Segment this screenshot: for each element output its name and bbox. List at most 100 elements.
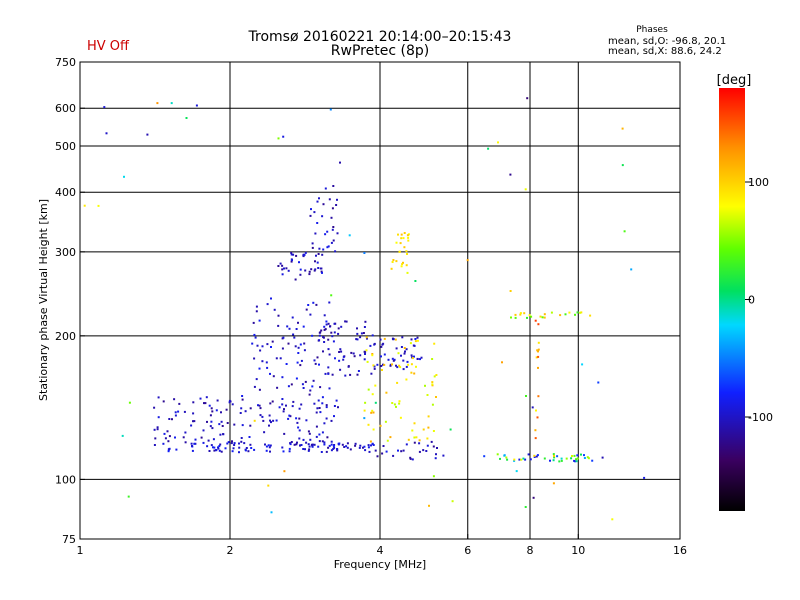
data-point (281, 446, 284, 449)
data-point (371, 353, 374, 355)
data-point (297, 352, 300, 354)
data-point (313, 269, 316, 272)
data-point (402, 261, 404, 264)
data-point (369, 440, 372, 443)
data-point (365, 336, 368, 339)
data-point (399, 416, 402, 419)
data-point (364, 320, 367, 323)
data-point (299, 444, 301, 447)
data-point (366, 337, 368, 340)
data-point (281, 268, 284, 271)
data-point (426, 394, 429, 396)
data-point (430, 440, 433, 443)
data-point (410, 338, 413, 341)
data-point (396, 366, 399, 369)
data-point (261, 415, 264, 418)
data-point (327, 366, 330, 369)
data-point (227, 441, 230, 444)
data-point (288, 450, 291, 453)
grid-lines (80, 62, 680, 539)
data-point (330, 294, 333, 297)
data-point (157, 416, 160, 419)
data-point (266, 366, 269, 369)
data-point (269, 372, 271, 375)
data-point (308, 432, 311, 435)
data-point (190, 424, 193, 427)
data-point (432, 475, 435, 478)
data-point (265, 449, 268, 452)
data-point (309, 438, 312, 441)
data-point (526, 97, 529, 100)
data-point (318, 334, 321, 337)
data-point (297, 426, 300, 429)
data-point (302, 325, 305, 328)
data-point (416, 339, 419, 342)
data-point (177, 410, 180, 413)
data-point (299, 273, 302, 276)
data-point (281, 347, 284, 350)
data-point (208, 404, 211, 407)
data-point (164, 437, 167, 440)
data-point (123, 175, 125, 178)
data-point (277, 137, 280, 140)
data-point (407, 363, 410, 366)
data-point (396, 381, 399, 384)
data-point (435, 396, 437, 398)
data-point (283, 408, 285, 411)
data-point (157, 396, 160, 399)
data-point (312, 301, 315, 304)
data-point (184, 431, 187, 434)
data-point (315, 411, 318, 414)
data-point (261, 360, 264, 363)
chart-subtitle: RwPretec (8p) (331, 43, 429, 59)
data-point (402, 359, 405, 362)
data-point (97, 204, 100, 207)
data-point (413, 436, 416, 439)
data-point (384, 420, 387, 423)
data-point (330, 419, 333, 422)
data-point (290, 441, 293, 443)
data-point (317, 445, 320, 448)
data-point (329, 325, 332, 328)
data-point (339, 368, 342, 371)
data-point (206, 420, 208, 423)
data-point (208, 450, 211, 452)
data-point (501, 361, 503, 364)
data-point (339, 348, 342, 351)
data-point (296, 421, 299, 424)
data-point (204, 402, 207, 405)
data-point (231, 450, 234, 453)
y-axis: 75 100 200 300 400 500 600 750 (55, 56, 85, 546)
data-point (314, 268, 317, 271)
data-point (231, 403, 234, 406)
data-point (289, 443, 292, 446)
data-point (248, 436, 251, 438)
phases-title: Phases (636, 25, 668, 35)
data-point (233, 442, 236, 445)
data-point (373, 342, 376, 345)
data-point (405, 250, 408, 253)
data-point (255, 310, 258, 313)
data-point (394, 338, 397, 341)
data-point (355, 338, 358, 341)
data-point (249, 424, 252, 427)
data-point (202, 429, 205, 432)
data-point (83, 204, 86, 207)
data-point (586, 456, 589, 459)
data-point (505, 456, 508, 459)
data-point (320, 329, 323, 332)
data-point (630, 268, 633, 271)
data-point (268, 424, 270, 427)
data-point (383, 353, 386, 356)
data-point (270, 297, 272, 300)
data-point (295, 417, 298, 420)
data-point (406, 271, 409, 274)
data-point (398, 400, 401, 403)
data-point (392, 259, 395, 261)
data-point (325, 406, 328, 409)
data-point (338, 359, 341, 362)
data-point (316, 222, 319, 224)
data-point (583, 454, 585, 457)
data-point (524, 506, 527, 508)
data-point (427, 415, 430, 418)
